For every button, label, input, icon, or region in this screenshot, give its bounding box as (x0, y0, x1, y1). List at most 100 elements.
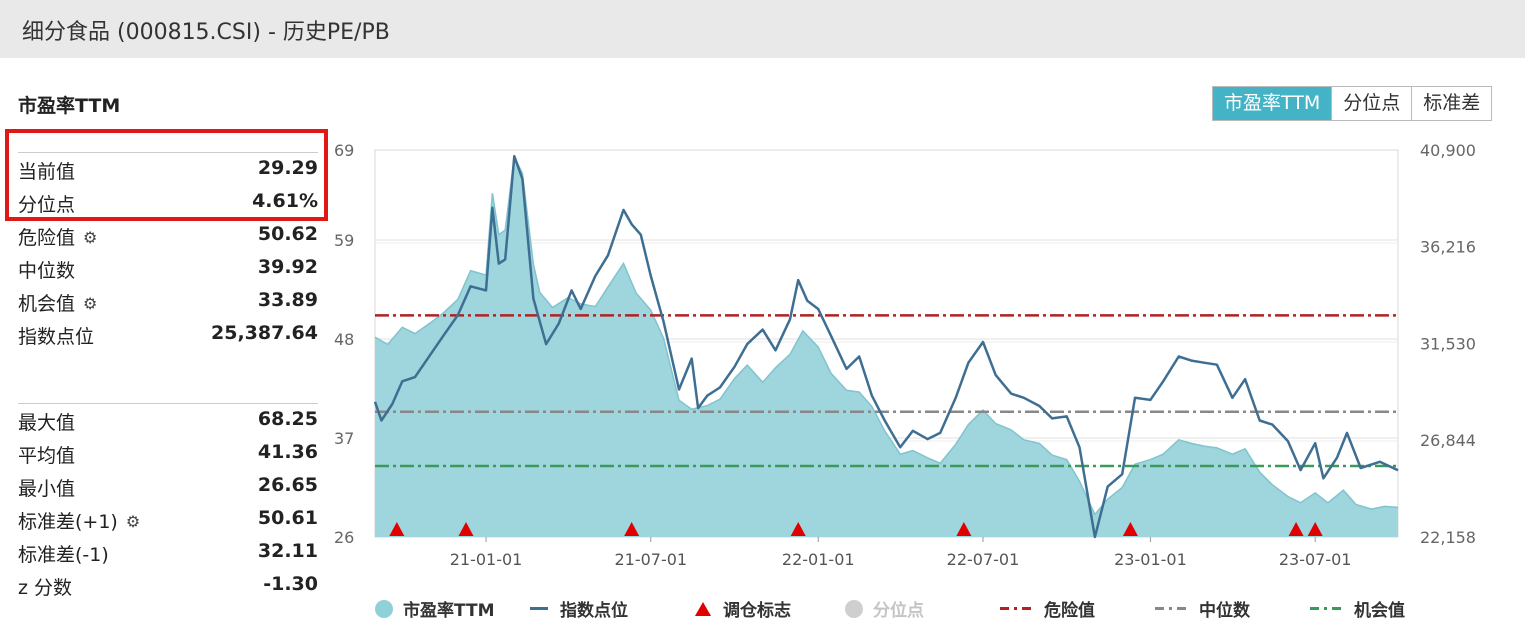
stat-label-text: 分位点 (18, 194, 76, 216)
highlight-box (5, 129, 328, 221)
y-right-tick-label: 22,158 (1420, 528, 1476, 547)
stat-row: 当前值 29.29 (18, 157, 318, 187)
stat-value: 50.61 (257, 507, 318, 529)
legend-dash-icon (1310, 607, 1344, 610)
x-tick-label: 23-07-01 (1279, 550, 1352, 569)
stat-label-text: 平均值 (18, 445, 76, 467)
tab-std-dev[interactable]: 标准差 (1411, 87, 1492, 120)
rebalance-marker (790, 522, 806, 536)
stat-label-text: 标准差(-1) (18, 544, 109, 566)
stat-row: 标准差(+1) ⚙ 50.61 (18, 507, 318, 537)
legend-dash-icon (1000, 607, 1034, 610)
stat-value: 4.61% (252, 190, 318, 212)
legend-dash-icon (1155, 607, 1189, 610)
stat-label-text: 最大值 (18, 412, 76, 434)
stat-row: z 分数 -1.30 (18, 573, 318, 603)
stat-row: 危险值 ⚙ 50.62 (18, 223, 318, 253)
stat-label: 危险值 ⚙ (18, 223, 97, 250)
legend-label: 调仓标志 (723, 601, 791, 621)
legend-label: 中位数 (1199, 601, 1250, 621)
stat-label: 最小值 (18, 474, 75, 501)
legend-label: 分位点 (873, 601, 924, 621)
y-left-tick-label: 26 (334, 528, 354, 547)
stat-label: 最大值 (18, 408, 75, 435)
gear-icon[interactable]: ⚙ (125, 512, 141, 531)
stat-row: 标准差(-1) 32.11 (18, 540, 318, 570)
stat-label-text: 标准差(+1) (18, 511, 118, 533)
legend-item[interactable]: 分位点 (845, 596, 924, 621)
legend-label: 指数点位 (560, 601, 628, 621)
gear-icon[interactable]: ⚙ (83, 228, 98, 247)
stat-label: 机会值 ⚙ (18, 289, 97, 316)
legend-label: 机会值 (1354, 601, 1405, 621)
tab-percentile[interactable]: 分位点 (1331, 87, 1412, 120)
stat-value: 50.62 (257, 223, 318, 245)
rebalance-marker (1307, 522, 1323, 536)
divider-bottom (18, 403, 318, 404)
y-right-tick-label: 31,530 (1420, 334, 1476, 353)
y-right-tick-label: 40,900 (1420, 141, 1476, 160)
legend-triangle-icon (695, 601, 711, 616)
stat-row: 最大值 68.25 (18, 408, 318, 438)
stat-label: z 分数 (18, 573, 72, 600)
stat-label: 指数点位 (18, 322, 94, 349)
rebalance-marker (1122, 522, 1138, 536)
legend-label: 市盈率TTM (403, 601, 495, 621)
stat-label-text: 中位数 (18, 260, 76, 282)
rebalance-marker (389, 522, 405, 536)
gear-icon[interactable]: ⚙ (83, 294, 98, 313)
stat-value: 26.65 (257, 474, 318, 496)
rebalance-marker (458, 522, 474, 536)
x-tick-label: 23-01-01 (1114, 550, 1187, 569)
pe-area (375, 156, 1398, 538)
rebalance-marker (956, 522, 972, 536)
stat-value: 33.89 (257, 289, 318, 311)
legend-item[interactable]: 危险值 (1000, 596, 1095, 621)
metric-tabs: 市盈率TTM 分位点 标准差 (1212, 86, 1493, 121)
legend-item[interactable]: 市盈率TTM (375, 596, 495, 621)
legend-item[interactable]: 调仓标志 (695, 596, 791, 621)
pe-chart: 26 37 48 59 69 22,158 26,844 31,530 36,216 40,900… (334, 141, 1476, 569)
stat-value: 39.92 (257, 256, 318, 278)
legend-item[interactable]: 指数点位 (530, 596, 628, 621)
stat-label: 标准差(-1) (18, 540, 109, 567)
legend-item[interactable]: 机会值 (1310, 596, 1405, 621)
stat-row: 指数点位 25,387.64 (18, 322, 318, 352)
stats-panel: 市盈率TTM 当前值 29.29 分位点 4.61% 危险值 ⚙ 50.62 中位数 39.92… (0, 58, 330, 624)
stat-row: 最小值 26.65 (18, 474, 318, 504)
legend-label: 危险值 (1044, 601, 1095, 621)
tab-pe-ttm[interactable]: 市盈率TTM (1213, 87, 1332, 120)
stat-label-text: 机会值 (18, 293, 76, 315)
x-tick-label: 22-01-01 (782, 550, 855, 569)
stat-value: 32.11 (257, 540, 318, 562)
stat-value: -1.30 (263, 573, 318, 595)
chart-legend: 市盈率TTM 指数点位 调仓标志 分位点 危险值 中位数 机会值 (375, 596, 1405, 621)
legend-item[interactable]: 中位数 (1155, 596, 1250, 621)
x-tick-label: 22-07-01 (947, 550, 1020, 569)
index-line (373, 154, 1399, 539)
stat-row: 中位数 39.92 (18, 256, 318, 286)
stat-value: 68.25 (257, 408, 318, 430)
stat-row: 机会值 ⚙ 33.89 (18, 289, 318, 319)
page-title: 细分食品 (000815.CSI) - 历史PE/PB (22, 20, 390, 45)
legend-line-icon (530, 607, 548, 610)
legend-dot-icon (375, 599, 393, 618)
section-title: 市盈率TTM (18, 95, 121, 117)
stat-label: 当前值 (18, 157, 75, 184)
stat-label-text: 危险值 (18, 227, 76, 249)
y-left-tick-label: 69 (334, 141, 354, 160)
stat-label: 平均值 (18, 441, 75, 468)
stat-label-text: 最小值 (18, 478, 76, 500)
stat-label: 分位点 (18, 190, 75, 217)
x-tick-label: 21-07-01 (614, 550, 687, 569)
divider-top (18, 152, 318, 153)
y-left-tick-label: 59 (334, 231, 354, 250)
x-tick-label: 21-01-01 (450, 550, 523, 569)
stat-value: 25,387.64 (211, 322, 318, 344)
y-left-tick-label: 37 (334, 429, 354, 448)
legend-dot-icon (845, 599, 863, 618)
rebalance-marker (624, 522, 640, 536)
y-right-tick-label: 26,844 (1420, 431, 1476, 450)
header-bar: 细分食品 (000815.CSI) - 历史PE/PB (0, 0, 1525, 58)
stat-label-text: z 分数 (18, 577, 73, 599)
